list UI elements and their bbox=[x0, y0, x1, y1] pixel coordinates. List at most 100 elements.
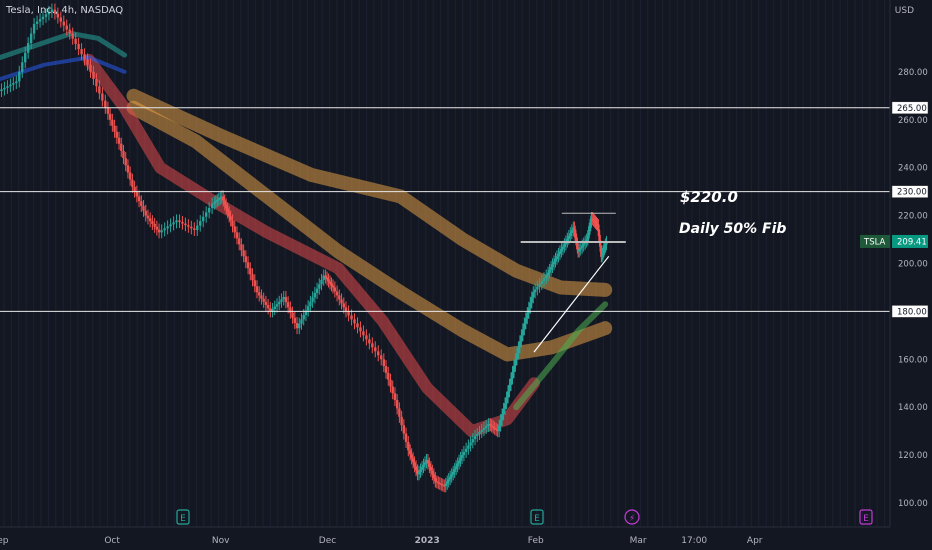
candle bbox=[453, 469, 456, 472]
candle bbox=[115, 131, 119, 138]
candle bbox=[377, 351, 380, 356]
candle bbox=[184, 223, 187, 226]
candle bbox=[356, 323, 359, 328]
candle bbox=[578, 249, 581, 252]
candle bbox=[471, 439, 475, 443]
price-tick-label: 120.00 bbox=[898, 451, 928, 461]
moving-average-3 bbox=[513, 301, 609, 411]
candle bbox=[298, 323, 301, 329]
candle bbox=[480, 429, 483, 432]
candle bbox=[202, 216, 205, 222]
candle bbox=[476, 433, 479, 436]
candle bbox=[478, 431, 481, 434]
candle bbox=[554, 258, 557, 262]
candle bbox=[187, 225, 190, 227]
candle bbox=[146, 215, 150, 219]
candle bbox=[549, 267, 553, 270]
candle bbox=[190, 226, 193, 229]
time-tick-label: 17:00 bbox=[681, 536, 707, 546]
level-label-box bbox=[891, 305, 929, 318]
candle bbox=[602, 249, 606, 252]
candle bbox=[467, 445, 470, 449]
candle bbox=[286, 302, 290, 308]
candle bbox=[347, 311, 350, 316]
time-tick-label: Mar bbox=[630, 536, 647, 546]
moving-average-0 bbox=[126, 88, 613, 297]
candle bbox=[113, 125, 116, 132]
candle bbox=[590, 217, 593, 222]
candle bbox=[44, 14, 48, 17]
price-tick-label: 280.00 bbox=[898, 68, 928, 78]
candle bbox=[21, 62, 24, 72]
candle bbox=[503, 403, 507, 409]
candle bbox=[435, 481, 439, 483]
candle bbox=[530, 297, 533, 303]
candle bbox=[325, 277, 329, 280]
candle bbox=[587, 232, 590, 236]
candle bbox=[440, 483, 443, 485]
candle bbox=[210, 203, 214, 209]
candle bbox=[353, 319, 356, 324]
moving-average-1 bbox=[126, 100, 613, 362]
candle bbox=[122, 150, 125, 159]
candle bbox=[338, 295, 341, 300]
candle bbox=[330, 283, 333, 286]
candle bbox=[494, 428, 498, 430]
candle bbox=[255, 286, 259, 293]
candle bbox=[599, 245, 602, 252]
candle bbox=[499, 420, 502, 426]
candle bbox=[249, 268, 252, 275]
candle bbox=[563, 244, 566, 247]
candle bbox=[140, 201, 143, 207]
candle bbox=[335, 291, 339, 296]
candle bbox=[220, 196, 223, 198]
candle bbox=[106, 107, 110, 114]
candle bbox=[365, 335, 368, 340]
candle bbox=[237, 238, 241, 245]
candle bbox=[235, 232, 239, 239]
candle bbox=[262, 298, 265, 302]
candle bbox=[92, 71, 95, 80]
candle bbox=[581, 245, 584, 248]
candle bbox=[178, 220, 181, 222]
candle bbox=[588, 228, 591, 233]
candle bbox=[410, 454, 413, 459]
candle bbox=[589, 221, 592, 226]
candle bbox=[311, 297, 314, 302]
candle bbox=[155, 226, 159, 230]
candle bbox=[151, 221, 154, 224]
candle bbox=[500, 414, 504, 421]
candle bbox=[59, 17, 63, 22]
currency-label: USD bbox=[894, 6, 914, 16]
candle bbox=[83, 54, 86, 60]
candle bbox=[508, 384, 511, 392]
price-tick-label: 140.00 bbox=[898, 403, 928, 413]
level-label-box bbox=[891, 185, 929, 198]
candle bbox=[454, 466, 458, 470]
candle bbox=[275, 304, 279, 307]
candle bbox=[38, 19, 42, 22]
candle bbox=[595, 222, 598, 224]
candle bbox=[309, 301, 312, 307]
candle bbox=[451, 471, 455, 475]
candle bbox=[395, 400, 399, 409]
candle bbox=[233, 226, 236, 233]
candle bbox=[133, 186, 136, 192]
candle bbox=[12, 83, 15, 85]
candle bbox=[524, 318, 528, 324]
candle bbox=[420, 467, 424, 470]
candle bbox=[166, 226, 169, 229]
candle bbox=[579, 247, 582, 250]
candle bbox=[342, 303, 345, 308]
candle bbox=[600, 251, 603, 257]
candle bbox=[514, 359, 517, 366]
candle bbox=[333, 287, 337, 292]
candle bbox=[181, 221, 184, 224]
symbol-tag-label: TSLA bbox=[863, 237, 886, 247]
time-tick-label: 2023 bbox=[415, 536, 440, 546]
candle bbox=[56, 13, 60, 18]
candle bbox=[482, 427, 486, 430]
candle bbox=[428, 463, 431, 468]
